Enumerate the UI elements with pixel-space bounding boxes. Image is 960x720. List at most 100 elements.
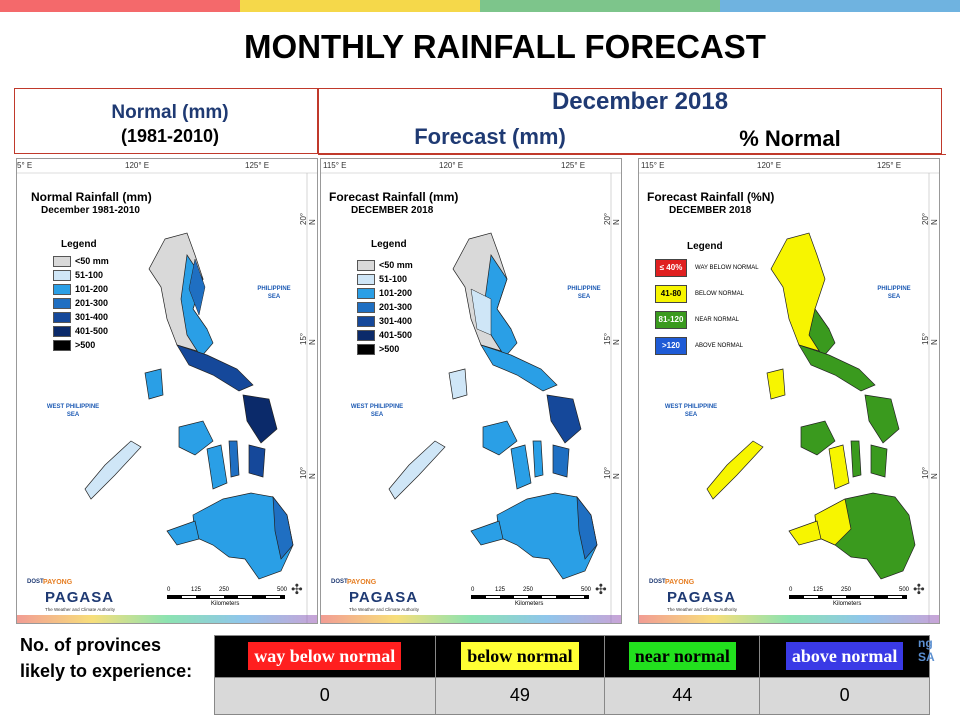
percent-map-coord-right-0: 20° N	[921, 212, 939, 225]
percent-legend-row: 41-80 BELOW NORMAL	[655, 285, 744, 303]
percent-map-coord-top-1: 120° E	[757, 161, 782, 170]
scale-tick: 0	[471, 587, 475, 593]
forecast-map-panay	[482, 420, 518, 456]
normal-header-line2: (1981-2010)	[120, 126, 220, 146]
forecast-map-sea-west: WEST PHILIPPINE SEA	[350, 404, 404, 418]
forecast-map-title: Forecast Rainfall (mm)	[329, 190, 459, 204]
percent-normal-map: 115° E 120° E 125° E 20° N 15° N 10° N F…	[638, 158, 940, 624]
normal-legend-label: 301-400	[75, 312, 109, 322]
percent-legend-label: WAY BELOW NORMAL	[695, 265, 759, 271]
forecast-legend-swatch	[357, 259, 375, 271]
logo-tagline: The Weather and Climate Authority	[667, 607, 737, 612]
forecast-legend-row: >500	[357, 343, 399, 355]
forecast-legend-row: 301-400	[357, 315, 412, 327]
normal-map-panay	[178, 420, 214, 456]
scale-tick: 125	[191, 587, 202, 593]
forecast-map-coord-right-1: 15° N	[603, 332, 621, 345]
normal-map-coord-right-0: 20° N	[299, 212, 317, 225]
normal-legend-swatch	[53, 311, 71, 323]
forecast-map-legend-title: Legend	[371, 239, 407, 250]
percent-map-samar	[864, 394, 900, 444]
percent-legend-row: ≤ 40% WAY BELOW NORMAL	[655, 259, 759, 277]
scale-tick: 250	[841, 587, 852, 593]
scale-tick: 125	[813, 587, 824, 593]
forecast-map-mindanao	[496, 492, 598, 580]
top-bar-segment-blue	[720, 0, 960, 12]
normal-legend-swatch	[53, 255, 71, 267]
slide-title: MONTHLY RAINFALL FORECAST	[244, 28, 766, 65]
logo-pagasa: PAGASA	[349, 589, 419, 606]
normal-map-shapes	[17, 172, 317, 623]
forecast-legend-label: <50 mm	[379, 260, 413, 270]
forecast-legend-row: 51-100	[357, 273, 407, 285]
forecast-legend-row: <50 mm	[357, 259, 413, 271]
percent-map-coord-top-0: 115° E	[641, 161, 665, 170]
percent-map-coord-top-2: 125° E	[877, 161, 902, 170]
normal-legend-row: 101-200	[53, 283, 108, 295]
percent-map-legend-title: Legend	[687, 241, 723, 252]
normal-legend-swatch	[53, 283, 71, 295]
forecast-map-samar	[546, 394, 582, 444]
percent-map-cebu	[850, 440, 862, 478]
logo-payong: PAYONG	[665, 579, 695, 586]
forecast-map-logo: DOST PAYONG PAGASA The Weather and Clima…	[327, 579, 427, 619]
percent-map-mindoro	[766, 368, 786, 400]
scale-tick: 250	[523, 587, 534, 593]
normal-header-line1: Normal (mm)	[111, 102, 229, 123]
normal-legend-row: 301-400	[53, 311, 108, 323]
scale-tick: 0	[789, 587, 793, 593]
normal-legend-swatch	[53, 339, 71, 351]
forecast-legend-swatch	[357, 315, 375, 327]
percent-map-gridlines	[639, 172, 939, 623]
side-logo-fragment: ng SA	[918, 636, 935, 664]
percent-legend-swatch: >120	[655, 337, 687, 355]
forecast-legend-swatch	[357, 273, 375, 285]
category-cell-near: near normal	[604, 635, 761, 678]
logo-dost: DOST	[331, 579, 348, 585]
percent-legend-label: ABOVE NORMAL	[695, 343, 744, 349]
forecast-map-mindanao-east	[576, 495, 598, 560]
percent-map-luzon-east	[808, 308, 836, 358]
compass-icon: ✣	[291, 581, 303, 597]
forecast-legend-row: 401-500	[357, 329, 412, 341]
forecast-legend-label: >500	[379, 344, 400, 354]
normal-legend-label: 101-200	[75, 284, 109, 294]
percent-map-panay	[800, 420, 836, 456]
normal-map-mindanao	[192, 492, 294, 580]
forecast-map-gridlines	[321, 172, 621, 623]
normal-map-luzon-coast	[188, 258, 206, 316]
logo-tagline: The Weather and Climate Authority	[45, 607, 115, 612]
count-way-below-normal: 0	[214, 676, 436, 716]
percent-map-subtitle: DECEMBER 2018	[669, 205, 752, 216]
category-header-row: way below normal below normal near norma…	[214, 635, 930, 678]
forecast-map-sea-east: PHILIPPINE SEA	[567, 286, 601, 300]
logo-tagline: The Weather and Climate Authority	[349, 607, 419, 612]
top-bar-segment-green	[480, 0, 720, 12]
normal-map-zamboanga	[166, 520, 200, 546]
month-header: December 2018	[551, 88, 729, 115]
normal-legend-row: 201-300	[53, 297, 108, 309]
category-badge-above-normal: above normal	[785, 642, 904, 671]
category-cell-above: above normal	[759, 635, 930, 678]
normal-map-title: Normal Rainfall (mm)	[31, 190, 152, 204]
scale-unit: Kilometers	[515, 601, 544, 607]
percent-legend-swatch: 41-80	[655, 285, 687, 303]
percent-legend-row: >120 ABOVE NORMAL	[655, 337, 743, 355]
category-count-row: 0 49 44 0	[214, 676, 930, 716]
compass-icon: ✣	[913, 581, 925, 597]
forecast-legend-row: 201-300	[357, 301, 412, 313]
provinces-category-table: way below normal below normal near norma…	[214, 635, 930, 716]
forecast-legend-swatch	[357, 343, 375, 355]
scale-unit: Kilometers	[211, 601, 240, 607]
normal-map-gridlines	[17, 172, 317, 623]
forecast-map-coord-right-2: 10° N	[603, 466, 621, 479]
percent-header: % Normal	[739, 126, 841, 151]
category-badge-near-normal: near normal	[628, 642, 736, 671]
forecast-map-luzon-central	[470, 288, 492, 336]
normal-map-logo: DOST PAYONG PAGASA The Weather and Clima…	[23, 579, 123, 619]
normal-map-bicol	[176, 344, 254, 392]
logo-pagasa: PAGASA	[667, 589, 737, 606]
normal-map-scale-bar: 0 125 250 500 Kilometers	[167, 587, 297, 613]
forecast-rainfall-map: 115° E 120° E 125° E 20° N 15° N 10° N F…	[320, 158, 622, 624]
scale-tick: 250	[219, 587, 230, 593]
